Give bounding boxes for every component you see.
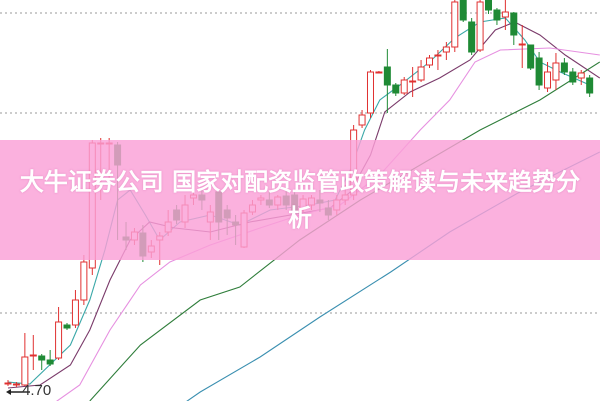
candle: [552, 53, 560, 90]
candle: [501, 0, 509, 30]
candle: [46, 350, 54, 366]
candle: [518, 25, 526, 68]
candle: [459, 0, 467, 22]
candle-body: [459, 0, 467, 21]
candle: [510, 12, 518, 45]
candle-body: [358, 114, 366, 126]
candle: [586, 75, 594, 97]
candle: [476, 0, 484, 52]
candle: [55, 307, 63, 360]
candle-body: [527, 44, 535, 69]
candle-body: [12, 383, 20, 386]
candle-body: [485, 0, 493, 11]
candle-body: [392, 84, 400, 94]
candle-body: [383, 66, 391, 86]
candle: [400, 77, 408, 95]
candle-body: [21, 356, 29, 386]
candle-body: [409, 80, 417, 83]
low-arrow-icon: [6, 389, 30, 395]
candle: [569, 68, 577, 85]
candle-body: [4, 382, 12, 385]
candle-body: [476, 1, 484, 51]
candle: [375, 71, 383, 74]
candle: [577, 70, 585, 85]
candle: [383, 49, 391, 113]
candle-body: [560, 62, 568, 73]
candle: [63, 323, 71, 330]
candle-body: [586, 77, 594, 94]
candle-body: [417, 66, 425, 81]
candle-body: [434, 54, 442, 57]
title-banner: 大牛证券公司 国家对配资监管政策解读与未来趋势分析: [0, 140, 600, 260]
candle-body: [71, 299, 79, 326]
candle: [468, 18, 476, 55]
candle: [560, 58, 568, 75]
candle: [12, 382, 20, 387]
candle: [485, 0, 493, 14]
candle-body: [468, 21, 476, 53]
candle-body: [400, 79, 408, 94]
candle: [535, 52, 543, 90]
candle-body: [366, 71, 374, 114]
candle: [544, 62, 552, 92]
candle: [392, 83, 400, 96]
candle-body: [493, 9, 501, 21]
candle: [451, 0, 459, 52]
candle: [80, 255, 88, 305]
candle: [358, 110, 366, 128]
candle-body: [55, 321, 63, 359]
candle: [38, 354, 46, 370]
article-title: 大牛证券公司 国家对配资监管政策解读与未来趋势分析: [19, 168, 581, 232]
candle-body: [535, 57, 543, 86]
candle-body: [510, 12, 518, 36]
candle: [426, 55, 433, 68]
candle: [493, 8, 501, 25]
candle-body: [426, 57, 433, 66]
candle: [434, 50, 442, 70]
candle-body: [63, 324, 71, 329]
candle-body: [29, 354, 37, 357]
candle-body: [501, 11, 509, 18]
candle: [366, 70, 374, 118]
candle-body: [38, 355, 46, 361]
candle: [442, 42, 450, 60]
candle: [417, 60, 425, 82]
candle-body: [451, 1, 459, 48]
candle-body: [80, 261, 88, 301]
candle: [21, 333, 29, 386]
candle-body: [577, 72, 585, 79]
candle: [527, 44, 535, 70]
candle-body: [552, 62, 560, 81]
candle-body: [544, 71, 552, 89]
candle: [4, 380, 12, 386]
candle-body: [46, 359, 54, 365]
candle-body: [518, 43, 526, 46]
candle: [29, 335, 37, 370]
candle-body: [375, 71, 383, 74]
candle: [409, 67, 417, 97]
candle-body: [442, 46, 450, 53]
candle-body: [569, 71, 577, 83]
candle: [71, 290, 79, 328]
low-price-annotation: 4.70: [22, 382, 52, 399]
